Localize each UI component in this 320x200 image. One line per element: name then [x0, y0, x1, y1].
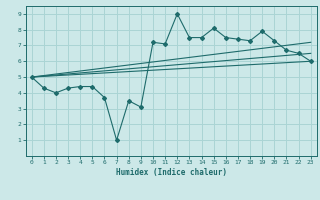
X-axis label: Humidex (Indice chaleur): Humidex (Indice chaleur) — [116, 168, 227, 177]
